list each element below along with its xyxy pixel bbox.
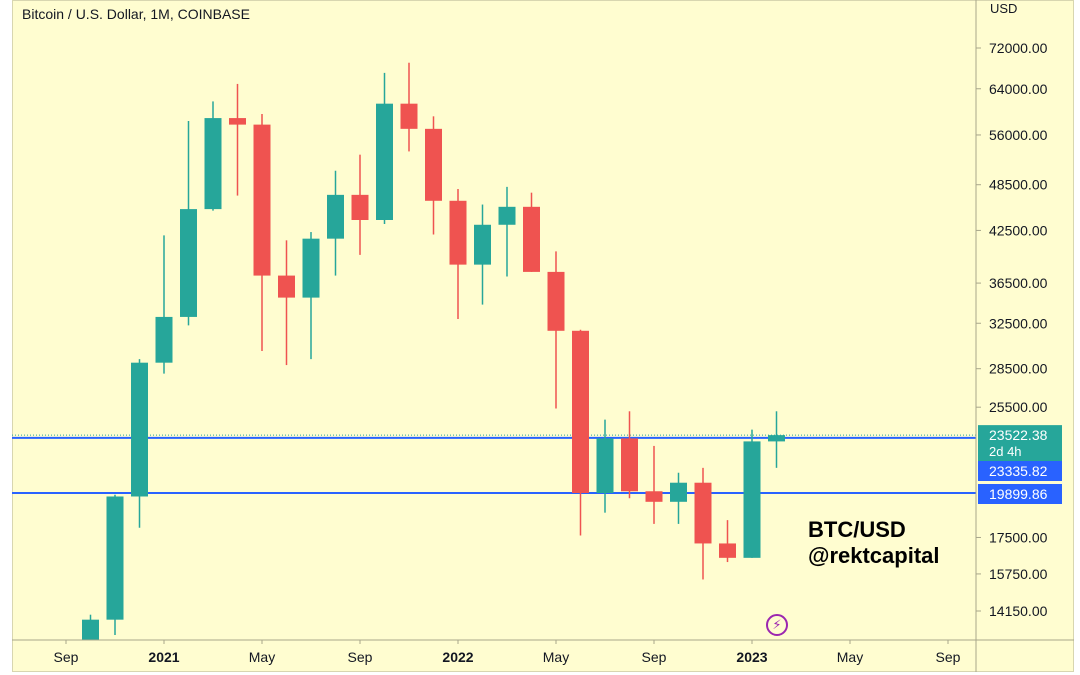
y-tick-label: 72000.00 <box>989 40 1048 56</box>
y-tick-label: 28500.00 <box>989 361 1048 377</box>
x-tick-label: May <box>249 649 275 665</box>
candle[interactable] <box>82 614 99 640</box>
candle-body <box>376 103 393 220</box>
candle-body <box>253 124 271 276</box>
y-tick-label: 25500.00 <box>989 399 1048 415</box>
candle-body <box>82 619 99 640</box>
candle[interactable] <box>572 329 589 536</box>
candle-body <box>743 441 761 558</box>
candle-body <box>327 194 344 239</box>
y-tick-label: 56000.00 <box>989 127 1048 143</box>
candle[interactable] <box>253 113 271 351</box>
candle[interactable] <box>180 121 197 326</box>
candle[interactable] <box>474 204 491 305</box>
candle[interactable] <box>204 101 222 211</box>
current-price-label: 23522.38 <box>989 427 1048 443</box>
candle-body <box>474 224 491 265</box>
candle-body <box>106 496 124 620</box>
currency-label: USD <box>990 1 1017 16</box>
chart-title: Bitcoin / U.S. Dollar, 1M, COINBASE <box>22 6 250 22</box>
candle[interactable] <box>376 72 393 224</box>
candle-body <box>768 435 785 442</box>
candle[interactable] <box>302 232 320 360</box>
candle-body <box>719 543 736 558</box>
x-tick-label: Sep <box>54 649 79 665</box>
lightning-icon[interactable]: ⚡ <box>766 614 788 636</box>
x-tick-label: Sep <box>936 649 961 665</box>
level-price-label: 19899.86 <box>989 486 1048 502</box>
y-tick-label: 42500.00 <box>989 222 1048 238</box>
current-price-badge <box>978 425 1062 462</box>
candle[interactable] <box>155 235 173 374</box>
y-tick-label: 17500.00 <box>989 529 1048 545</box>
countdown-label: 2d 4h <box>989 444 1022 459</box>
x-tick-label: May <box>837 649 863 665</box>
level-price-badge <box>978 461 1062 481</box>
candle[interactable] <box>327 170 344 276</box>
candle[interactable] <box>278 240 295 366</box>
y-tick-label: 48500.00 <box>989 177 1048 193</box>
watermark-line2: @rektcapital <box>808 543 940 568</box>
candle[interactable] <box>351 154 369 255</box>
candle[interactable] <box>743 429 761 558</box>
candle-body <box>694 482 712 544</box>
candle[interactable] <box>229 83 246 196</box>
candle-body <box>670 482 687 502</box>
candle-body <box>155 316 173 363</box>
candle[interactable] <box>131 359 148 528</box>
candle-body <box>278 275 295 298</box>
y-tick-label: 36500.00 <box>989 275 1048 291</box>
candle[interactable] <box>498 186 516 277</box>
candle-body <box>621 438 638 492</box>
x-tick-label: 2022 <box>442 649 473 665</box>
candle-body <box>572 330 589 493</box>
candle-body <box>645 491 663 502</box>
watermark-text: BTC/USD @rektcapital <box>808 517 940 569</box>
candle[interactable] <box>449 189 467 320</box>
candle-body <box>204 118 222 210</box>
x-tick-label: May <box>543 649 569 665</box>
y-tick-label: 15750.00 <box>989 566 1048 582</box>
candle[interactable] <box>106 494 124 636</box>
candle[interactable] <box>645 445 663 524</box>
candle[interactable] <box>621 411 638 499</box>
candle[interactable] <box>523 192 540 272</box>
x-tick-label: 2021 <box>148 649 179 665</box>
y-tick-label: 64000.00 <box>989 81 1048 97</box>
candle-body <box>449 200 467 265</box>
candle[interactable] <box>670 472 687 524</box>
y-tick-label: 14150.00 <box>989 603 1048 619</box>
candle-body <box>400 103 418 129</box>
level-price-label: 23335.82 <box>989 463 1048 479</box>
x-tick-label: 2023 <box>736 649 767 665</box>
watermark-line1: BTC/USD <box>808 517 906 542</box>
x-tick-label: Sep <box>348 649 373 665</box>
level-price-badge <box>978 484 1062 504</box>
candle-body <box>523 206 540 272</box>
candle-body <box>425 128 442 201</box>
candle[interactable] <box>768 411 785 468</box>
candle[interactable] <box>400 62 418 152</box>
candle-body <box>131 362 148 497</box>
candle-body <box>596 438 614 493</box>
candle[interactable] <box>694 467 712 580</box>
candle[interactable] <box>596 419 614 513</box>
candle-body <box>229 118 246 125</box>
candle-body <box>498 206 516 225</box>
y-tick-label: 32500.00 <box>989 315 1048 331</box>
candle[interactable] <box>719 520 736 563</box>
candle-body <box>351 194 369 220</box>
candle[interactable] <box>425 116 442 235</box>
chart-frame <box>12 0 1074 672</box>
candle-body <box>547 271 565 331</box>
candle[interactable] <box>547 251 565 409</box>
candle-body <box>302 238 320 298</box>
candle-body <box>180 209 197 317</box>
x-tick-label: Sep <box>642 649 667 665</box>
